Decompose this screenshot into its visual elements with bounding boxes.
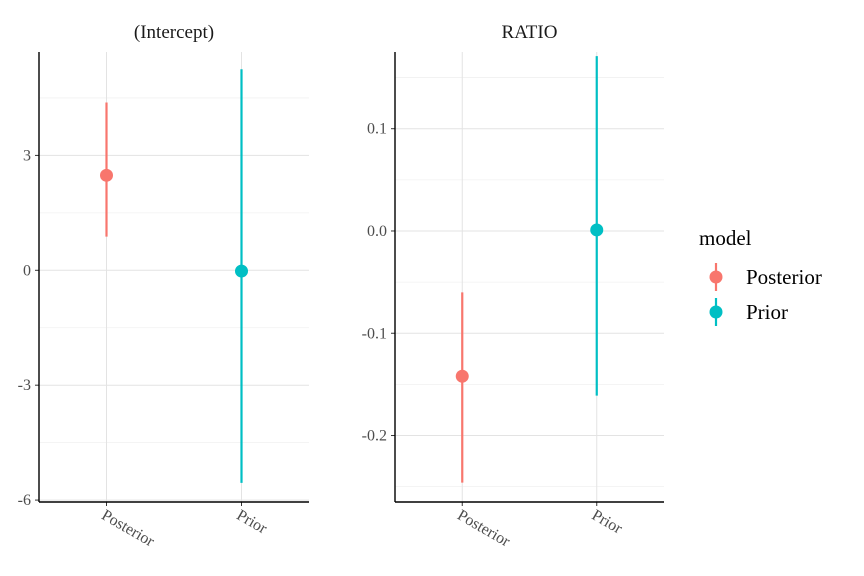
y-tick-label: 0 (23, 262, 31, 279)
legend-label-posterior: Posterior (746, 265, 822, 289)
x-tick-label-prior: Prior (589, 507, 626, 538)
legend-label-prior: Prior (746, 300, 788, 324)
x-tick-label-posterior: Posterior (454, 507, 513, 551)
point-estimate-prior (235, 264, 248, 278)
panel-ratio: -0.2 -0.1 0.0 0.1 Posterior Prior RATIO (362, 22, 664, 551)
y-tick-label: -3 (18, 377, 31, 394)
legend-item-prior: Prior (709, 298, 788, 326)
x-tick-label-prior: Prior (234, 507, 271, 538)
legend-item-posterior: Posterior (709, 263, 822, 291)
facet-panels: -6 -3 0 3 Posterior Prior (Intercept) -0.2 -0.1 0… (18, 22, 664, 551)
panel-title: RATIO (502, 22, 558, 43)
legend: model Posterior Prior (699, 226, 822, 326)
legend-key-posterior (709, 270, 723, 284)
legend-title: model (699, 226, 752, 250)
point-estimate-posterior (455, 369, 469, 383)
x-tick-label-posterior: Posterior (99, 507, 158, 551)
panel-intercept: -6 -3 0 3 Posterior Prior (Intercept) (18, 22, 309, 551)
panel-title: (Intercept) (134, 22, 214, 43)
legend-key-prior (709, 305, 723, 319)
y-tick-label: 0.1 (367, 121, 387, 138)
y-tick-label: 0.0 (367, 223, 387, 240)
point-estimate-prior (590, 223, 604, 237)
y-tick-label: 3 (23, 147, 31, 164)
y-tick-label: -0.2 (362, 428, 387, 445)
y-tick-label: -0.1 (362, 325, 387, 342)
point-estimate-posterior (100, 168, 113, 182)
y-tick-label: -6 (18, 492, 31, 509)
